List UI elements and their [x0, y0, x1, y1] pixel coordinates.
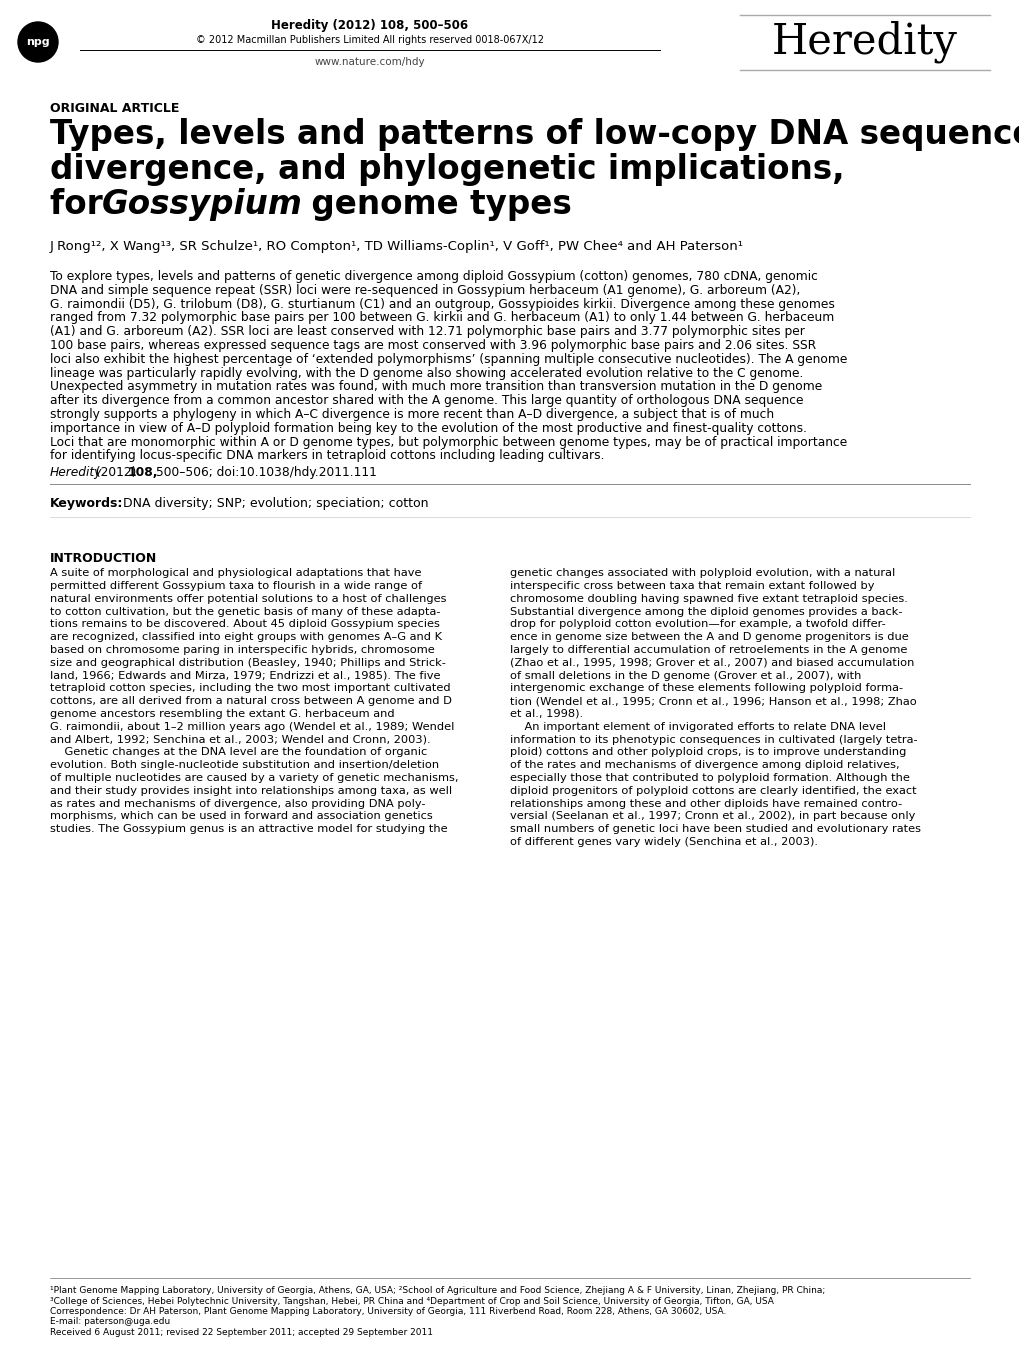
Text: E-mail: paterson@uga.edu: E-mail: paterson@uga.edu	[50, 1317, 170, 1326]
Text: chromosome doubling having spawned five extant tetraploid species.: chromosome doubling having spawned five …	[510, 594, 907, 603]
Text: ORIGINAL ARTICLE: ORIGINAL ARTICLE	[50, 102, 179, 116]
Text: divergence, and phylogenetic implications,: divergence, and phylogenetic implication…	[50, 154, 844, 186]
Text: land, 1966; Edwards and Mirza, 1979; Endrizzi et al., 1985). The five: land, 1966; Edwards and Mirza, 1979; End…	[50, 670, 440, 681]
Text: Heredity: Heredity	[50, 466, 102, 480]
Text: and their study provides insight into relationships among taxa, as well: and their study provides insight into re…	[50, 786, 451, 796]
Text: natural environments offer potential solutions to a host of challenges: natural environments offer potential sol…	[50, 594, 446, 603]
Text: of small deletions in the D genome (Grover et al., 2007), with: of small deletions in the D genome (Grov…	[510, 670, 860, 681]
Text: Gossypium: Gossypium	[102, 188, 303, 222]
Text: size and geographical distribution (Beasley, 1940; Phillips and Strick-: size and geographical distribution (Beas…	[50, 658, 445, 667]
Text: of multiple nucleotides are caused by a variety of genetic mechanisms,: of multiple nucleotides are caused by a …	[50, 773, 459, 783]
Text: Substantial divergence among the diploid genomes provides a back-: Substantial divergence among the diploid…	[510, 606, 902, 617]
Text: An important element of invigorated efforts to relate DNA level: An important element of invigorated effo…	[510, 722, 886, 731]
Text: tion (Wendel et al., 1995; Cronn et al., 1996; Hanson et al., 1998; Zhao: tion (Wendel et al., 1995; Cronn et al.,…	[510, 696, 916, 707]
Text: for identifying locus-specific DNA markers in tetraploid cottons including leadi: for identifying locus-specific DNA marke…	[50, 450, 604, 462]
Text: Types, levels and patterns of low-copy DNA sequence: Types, levels and patterns of low-copy D…	[50, 118, 1019, 151]
Text: cottons, are all derived from a natural cross between A genome and D: cottons, are all derived from a natural …	[50, 696, 451, 707]
Text: (Zhao et al., 1995, 1998; Grover et al., 2007) and biased accumulation: (Zhao et al., 1995, 1998; Grover et al.,…	[510, 658, 913, 667]
Text: largely to differential accumulation of retroelements in the A genome: largely to differential accumulation of …	[510, 646, 907, 655]
Text: lineage was particularly rapidly evolving, with the D genome also showing accele: lineage was particularly rapidly evolvin…	[50, 367, 803, 379]
Text: genome ancestors resembling the extant G. herbaceum and: genome ancestors resembling the extant G…	[50, 709, 394, 719]
Text: are recognized, classified into eight groups with genomes A–G and K: are recognized, classified into eight gr…	[50, 632, 441, 643]
Text: relationships among these and other diploids have remained contro-: relationships among these and other dipl…	[510, 799, 902, 809]
Text: www.nature.com/hdy: www.nature.com/hdy	[315, 57, 425, 67]
Text: morphisms, which can be used in forward and association genetics: morphisms, which can be used in forward …	[50, 811, 432, 821]
Text: diploid progenitors of polyploid cottons are clearly identified, the exact: diploid progenitors of polyploid cottons…	[510, 786, 916, 796]
Text: evolution. Both single-nucleotide substitution and insertion/deletion: evolution. Both single-nucleotide substi…	[50, 760, 439, 771]
Text: ranged from 7.32 polymorphic base pairs per 100 between G. kirkii and G. herbace: ranged from 7.32 polymorphic base pairs …	[50, 311, 834, 325]
Text: DNA and simple sequence repeat (SSR) loci were re-sequenced in Gossypium herbace: DNA and simple sequence repeat (SSR) loc…	[50, 284, 800, 296]
Text: small numbers of genetic loci have been studied and evolutionary rates: small numbers of genetic loci have been …	[510, 824, 920, 834]
Text: genome types: genome types	[300, 188, 572, 222]
Text: Genetic changes at the DNA level are the foundation of organic: Genetic changes at the DNA level are the…	[50, 747, 427, 757]
Text: Unexpected asymmetry in mutation rates was found, with much more transition than: Unexpected asymmetry in mutation rates w…	[50, 381, 821, 393]
Text: ence in genome size between the A and D genome progenitors is due: ence in genome size between the A and D …	[510, 632, 908, 643]
Text: after its divergence from a common ancestor shared with the A genome. This large: after its divergence from a common ances…	[50, 394, 803, 408]
Text: strongly supports a phylogeny in which A–C divergence is more recent than A–D di: strongly supports a phylogeny in which A…	[50, 408, 773, 421]
Text: To explore types, levels and patterns of genetic divergence among diploid Gossyp: To explore types, levels and patterns of…	[50, 270, 817, 283]
Text: intergenomic exchange of these elements following polyploid forma-: intergenomic exchange of these elements …	[510, 684, 902, 693]
Text: interspecific cross between taxa that remain extant followed by: interspecific cross between taxa that re…	[510, 582, 873, 591]
Text: permitted different Gossypium taxa to flourish in a wide range of: permitted different Gossypium taxa to fl…	[50, 582, 422, 591]
Text: J Rong¹², X Wang¹³, SR Schulze¹, RO Compton¹, TD Williams-Coplin¹, V Goff¹, PW C: J Rong¹², X Wang¹³, SR Schulze¹, RO Comp…	[50, 241, 743, 253]
Text: ¹Plant Genome Mapping Laboratory, University of Georgia, Athens, GA, USA; ²Schoo: ¹Plant Genome Mapping Laboratory, Univer…	[50, 1286, 824, 1295]
Circle shape	[18, 22, 58, 63]
Text: G. raimondii (D5), G. trilobum (D8), G. sturtianum (C1) and an outgroup, Gossypi: G. raimondii (D5), G. trilobum (D8), G. …	[50, 298, 835, 311]
Text: tions remains to be discovered. About 45 diploid Gossypium species: tions remains to be discovered. About 45…	[50, 620, 439, 629]
Text: Heredity: Heredity	[771, 20, 957, 64]
Text: Correspondence: Dr AH Paterson, Plant Genome Mapping Laboratory, University of G: Correspondence: Dr AH Paterson, Plant Ge…	[50, 1307, 726, 1316]
Text: et al., 1998).: et al., 1998).	[510, 709, 583, 719]
Text: G. raimondii, about 1–2 million years ago (Wendel et al., 1989; Wendel: G. raimondii, about 1–2 million years ag…	[50, 722, 453, 731]
Text: © 2012 Macmillan Publishers Limited All rights reserved 0018-067X/12: © 2012 Macmillan Publishers Limited All …	[196, 35, 543, 45]
Text: of the rates and mechanisms of divergence among diploid relatives,: of the rates and mechanisms of divergenc…	[510, 760, 899, 771]
Text: for: for	[50, 188, 114, 222]
Text: information to its phenotypic consequences in cultivated (largely tetra-: information to its phenotypic consequenc…	[510, 735, 917, 745]
Text: importance in view of A–D polyploid formation being key to the evolution of the : importance in view of A–D polyploid form…	[50, 421, 806, 435]
Text: genetic changes associated with polyploid evolution, with a natural: genetic changes associated with polyploi…	[510, 568, 895, 578]
Text: ploid) cottons and other polyploid crops, is to improve understanding: ploid) cottons and other polyploid crops…	[510, 747, 906, 757]
Text: as rates and mechanisms of divergence, also providing DNA poly-: as rates and mechanisms of divergence, a…	[50, 799, 425, 809]
Text: 108,: 108,	[127, 466, 158, 480]
Text: of different genes vary widely (Senchina et al., 2003).: of different genes vary widely (Senchina…	[510, 837, 817, 847]
Text: to cotton cultivation, but the genetic basis of many of these adapta-: to cotton cultivation, but the genetic b…	[50, 606, 440, 617]
Text: loci also exhibit the highest percentage of ‘extended polymorphisms’ (spanning m: loci also exhibit the highest percentage…	[50, 353, 847, 366]
Text: DNA diversity; SNP; evolution; speciation; cotton: DNA diversity; SNP; evolution; speciatio…	[115, 497, 428, 510]
Text: (2012): (2012)	[92, 466, 141, 480]
Text: tetraploid cotton species, including the two most important cultivated: tetraploid cotton species, including the…	[50, 684, 450, 693]
Text: Received 6 August 2011; revised 22 September 2011; accepted 29 September 2011: Received 6 August 2011; revised 22 Septe…	[50, 1328, 433, 1337]
Text: (A1) and G. arboreum (A2). SSR loci are least conserved with 12.71 polymorphic b: (A1) and G. arboreum (A2). SSR loci are …	[50, 325, 804, 338]
Text: npg: npg	[26, 37, 50, 48]
Text: especially those that contributed to polyploid formation. Although the: especially those that contributed to pol…	[510, 773, 909, 783]
Text: Keywords:: Keywords:	[50, 497, 123, 510]
Text: INTRODUCTION: INTRODUCTION	[50, 552, 157, 565]
Text: drop for polyploid cotton evolution—for example, a twofold differ-: drop for polyploid cotton evolution—for …	[510, 620, 884, 629]
Text: A suite of morphological and physiological adaptations that have: A suite of morphological and physiologic…	[50, 568, 421, 578]
Text: ³College of Sciences, Hebei Polytechnic University, Tangshan, Hebei, PR China an: ³College of Sciences, Hebei Polytechnic …	[50, 1296, 773, 1306]
Text: and Albert, 1992; Senchina et al., 2003; Wendel and Cronn, 2003).: and Albert, 1992; Senchina et al., 2003;…	[50, 735, 430, 745]
Text: versial (Seelanan et al., 1997; Cronn et al., 2002), in part because only: versial (Seelanan et al., 1997; Cronn et…	[510, 811, 914, 821]
Text: Loci that are monomorphic within A or D genome types, but polymorphic between ge: Loci that are monomorphic within A or D …	[50, 436, 847, 448]
Text: studies. The Gossypium genus is an attractive model for studying the: studies. The Gossypium genus is an attra…	[50, 824, 447, 834]
Text: 500–506; doi:10.1038/hdy.2011.111: 500–506; doi:10.1038/hdy.2011.111	[152, 466, 376, 480]
Text: Heredity (2012) 108, 500–506: Heredity (2012) 108, 500–506	[271, 19, 468, 33]
Text: based on chromosome paring in interspecific hybrids, chromosome: based on chromosome paring in interspeci…	[50, 646, 434, 655]
Text: 100 base pairs, whereas expressed sequence tags are most conserved with 3.96 pol: 100 base pairs, whereas expressed sequen…	[50, 338, 815, 352]
